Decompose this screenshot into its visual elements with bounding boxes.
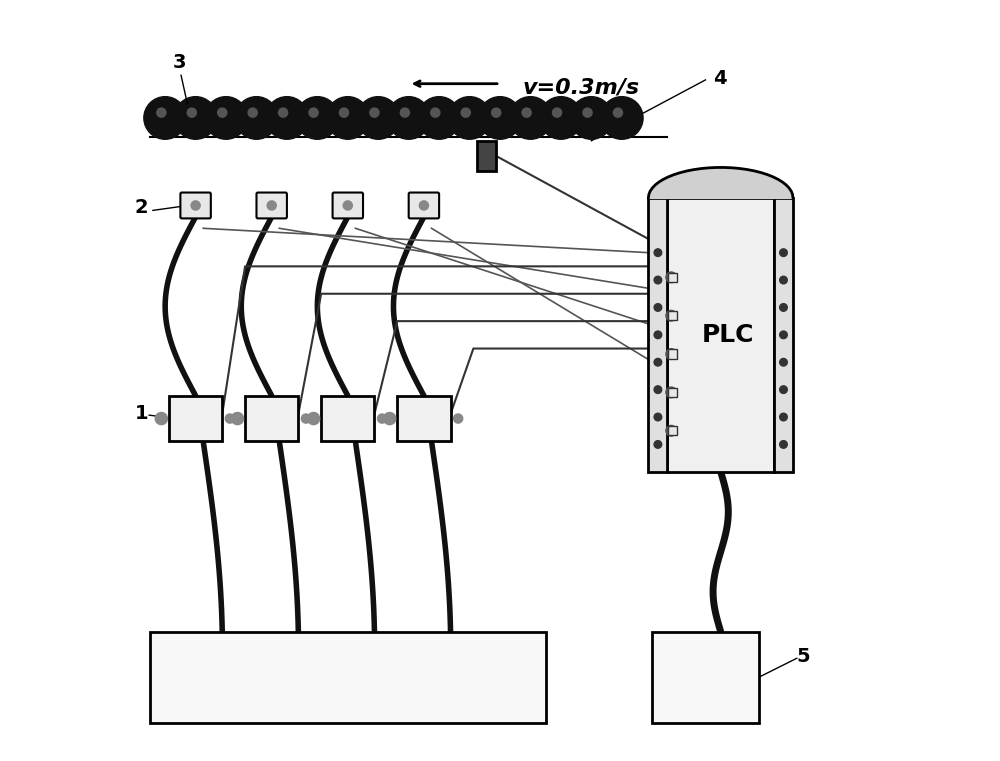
Circle shape [296, 97, 339, 139]
FancyBboxPatch shape [321, 396, 374, 441]
FancyBboxPatch shape [648, 198, 667, 472]
Circle shape [780, 276, 787, 284]
Circle shape [553, 108, 562, 117]
Circle shape [780, 441, 787, 448]
Circle shape [187, 108, 196, 117]
FancyBboxPatch shape [180, 193, 211, 218]
Circle shape [418, 97, 460, 139]
FancyBboxPatch shape [245, 396, 298, 441]
Circle shape [780, 304, 787, 311]
Circle shape [266, 97, 308, 139]
Circle shape [780, 358, 787, 366]
Circle shape [218, 108, 227, 117]
Circle shape [343, 201, 352, 210]
Circle shape [492, 108, 501, 117]
FancyBboxPatch shape [668, 388, 677, 397]
FancyBboxPatch shape [150, 632, 546, 723]
Circle shape [780, 386, 787, 393]
Circle shape [600, 97, 643, 139]
Text: 1: 1 [135, 403, 148, 422]
Circle shape [339, 108, 349, 117]
Circle shape [400, 108, 409, 117]
Circle shape [174, 97, 217, 139]
Circle shape [583, 108, 592, 117]
Circle shape [654, 358, 662, 366]
Text: 4: 4 [713, 68, 727, 88]
FancyBboxPatch shape [774, 198, 793, 472]
Circle shape [522, 108, 531, 117]
FancyBboxPatch shape [667, 198, 774, 472]
Circle shape [654, 386, 662, 393]
FancyBboxPatch shape [409, 193, 439, 218]
Circle shape [387, 97, 430, 139]
FancyBboxPatch shape [668, 426, 677, 435]
Circle shape [370, 108, 379, 117]
Circle shape [780, 413, 787, 421]
Circle shape [666, 310, 677, 321]
Circle shape [144, 97, 186, 139]
Text: v=0.3m/s: v=0.3m/s [523, 78, 640, 97]
Circle shape [225, 414, 234, 423]
Text: 2: 2 [135, 198, 148, 217]
Text: PLC: PLC [702, 323, 755, 347]
Circle shape [654, 304, 662, 311]
Circle shape [377, 414, 387, 423]
Circle shape [384, 412, 396, 425]
Circle shape [654, 249, 662, 256]
FancyBboxPatch shape [668, 349, 677, 358]
Circle shape [205, 97, 247, 139]
Circle shape [307, 412, 320, 425]
Circle shape [461, 108, 470, 117]
Circle shape [540, 97, 582, 139]
FancyBboxPatch shape [652, 632, 759, 723]
Circle shape [654, 331, 662, 339]
Circle shape [666, 272, 677, 282]
FancyBboxPatch shape [477, 141, 496, 171]
Circle shape [666, 349, 677, 359]
Circle shape [666, 387, 677, 398]
FancyBboxPatch shape [668, 311, 677, 320]
Circle shape [357, 97, 400, 139]
Circle shape [157, 108, 166, 117]
Circle shape [155, 412, 167, 425]
Circle shape [654, 276, 662, 284]
Circle shape [613, 108, 623, 117]
Circle shape [454, 414, 463, 423]
Text: 5: 5 [797, 647, 810, 666]
Circle shape [419, 201, 428, 210]
Circle shape [780, 331, 787, 339]
FancyBboxPatch shape [668, 272, 677, 282]
Circle shape [248, 108, 257, 117]
FancyBboxPatch shape [397, 396, 451, 441]
Circle shape [654, 413, 662, 421]
Circle shape [231, 412, 244, 425]
FancyBboxPatch shape [169, 396, 222, 441]
FancyBboxPatch shape [333, 193, 363, 218]
Circle shape [309, 108, 318, 117]
Circle shape [570, 97, 613, 139]
Circle shape [666, 425, 677, 436]
Circle shape [301, 414, 311, 423]
Circle shape [191, 201, 200, 210]
Circle shape [780, 249, 787, 256]
Text: 3: 3 [173, 53, 186, 72]
Circle shape [448, 97, 491, 139]
Circle shape [654, 441, 662, 448]
FancyBboxPatch shape [256, 193, 287, 218]
Circle shape [267, 201, 276, 210]
Circle shape [431, 108, 440, 117]
Circle shape [479, 97, 521, 139]
Circle shape [509, 97, 552, 139]
Circle shape [279, 108, 288, 117]
Circle shape [235, 97, 278, 139]
Circle shape [326, 97, 369, 139]
